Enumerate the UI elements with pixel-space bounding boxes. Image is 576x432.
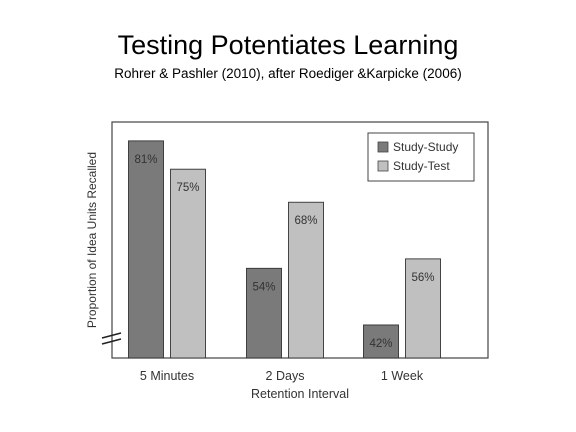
bar-study-study-1-week: [363, 324, 399, 359]
legend-label-study-test: Study-Test: [393, 159, 450, 173]
data-label-study-study-5-minutes: 81%: [134, 154, 157, 166]
y-axis-label: Proportion of Idea Units Recalled: [85, 152, 99, 328]
x-tick-label-2-days: 2 Days: [266, 369, 305, 383]
bar-study-test-5-minutes: [170, 168, 206, 359]
bar-study-test-2-days: [288, 201, 324, 359]
data-label-study-test-1-week: 56%: [411, 272, 434, 284]
x-tick-label-1-week: 1 Week: [381, 369, 424, 383]
data-label-study-study-1-week: 42%: [369, 338, 392, 350]
x-axis-label: Retention Interval: [251, 387, 349, 401]
data-label-study-test-5-minutes: 75%: [176, 182, 199, 194]
data-label-study-test-2-days: 68%: [294, 215, 317, 227]
bar-study-study-5-minutes: [128, 140, 164, 359]
x-tick-label-5-minutes: 5 Minutes: [140, 369, 194, 383]
legend-swatch-study-test: [377, 160, 389, 172]
legend-box: [367, 132, 475, 182]
data-label-study-study-2-days: 54%: [252, 281, 275, 293]
legend-label-study-study: Study-Study: [393, 140, 458, 154]
bar-study-test-1-week: [405, 258, 441, 359]
legend: Study-Study Study-Test: [367, 132, 475, 182]
chart-subtitle: Rohrer & Pashler (2010), after Roediger …: [114, 66, 462, 81]
legend-swatch-study-study: [377, 141, 389, 153]
axis-break-mark: [101, 332, 122, 345]
bar-study-study-2-days: [246, 267, 282, 359]
chart-title: Testing Potentiates Learning: [117, 30, 459, 60]
